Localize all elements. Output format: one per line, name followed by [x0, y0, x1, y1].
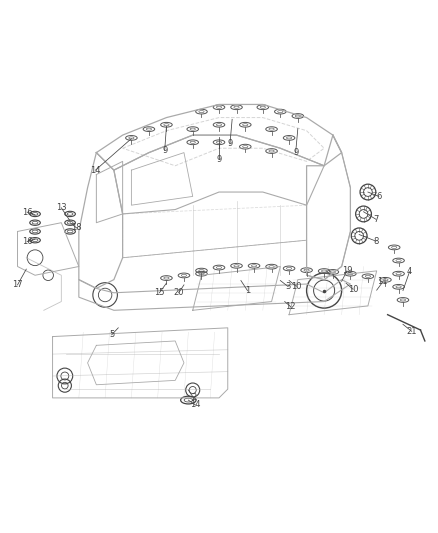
- Text: 21: 21: [406, 327, 417, 336]
- Text: 19: 19: [342, 266, 352, 276]
- Text: 7: 7: [373, 215, 378, 224]
- Text: 14: 14: [90, 166, 101, 175]
- Text: 4: 4: [407, 267, 412, 276]
- Text: 3: 3: [286, 282, 291, 291]
- Text: 10: 10: [291, 282, 301, 290]
- Text: 10: 10: [348, 285, 358, 294]
- Text: 20: 20: [173, 288, 184, 297]
- Text: 17: 17: [12, 280, 23, 289]
- Text: 9: 9: [293, 148, 298, 157]
- Text: 15: 15: [154, 288, 165, 297]
- Text: 5: 5: [109, 330, 114, 340]
- Text: 9: 9: [227, 139, 233, 148]
- Text: 16: 16: [22, 208, 32, 217]
- Text: 18: 18: [71, 223, 82, 232]
- Text: 2: 2: [191, 393, 196, 402]
- Text: 16: 16: [22, 237, 32, 246]
- Text: 8: 8: [373, 237, 378, 246]
- Text: 14: 14: [190, 400, 201, 409]
- Text: 6: 6: [376, 192, 381, 201]
- Text: 13: 13: [56, 203, 67, 212]
- Text: 9: 9: [216, 155, 222, 164]
- Text: 12: 12: [286, 302, 296, 311]
- Text: 1: 1: [245, 286, 250, 295]
- Text: 11: 11: [378, 277, 388, 286]
- Text: 9: 9: [162, 146, 167, 155]
